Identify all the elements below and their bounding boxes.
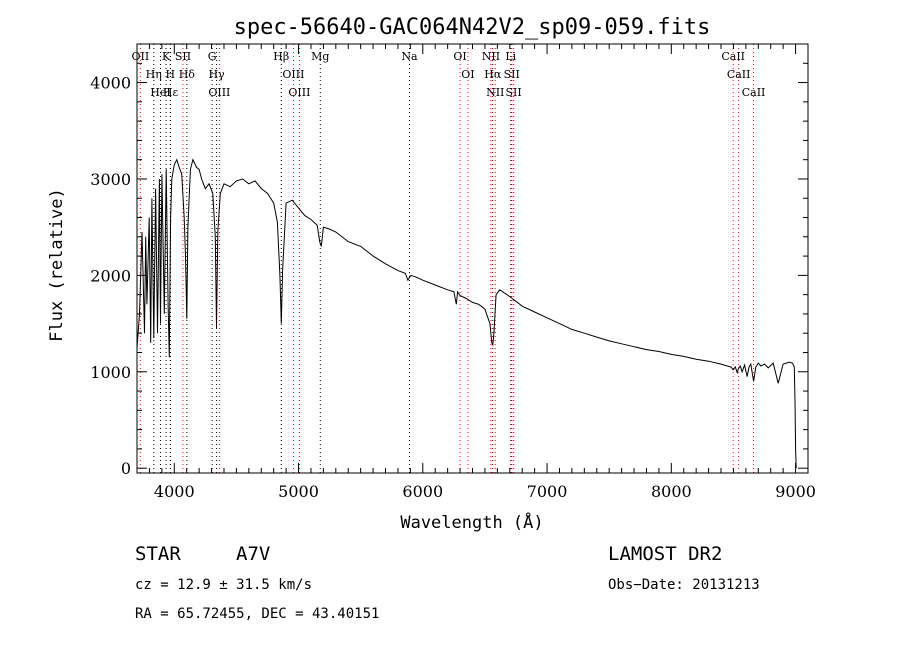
spectrum-series-line	[136, 158, 797, 469]
line-label-17: OI	[461, 68, 474, 81]
axis-ticks	[136, 43, 809, 473]
x-tick-label: 7000	[527, 482, 568, 501]
x-tick-label: 6000	[402, 482, 443, 501]
line-label-19: NII	[482, 50, 500, 63]
y-tick-label: 3000	[90, 170, 131, 189]
line-label-15: Na	[401, 50, 418, 63]
y-tick-label: 1000	[90, 363, 131, 382]
line-label-20: NII	[486, 86, 504, 99]
plot-frame	[136, 43, 809, 474]
line-label-3: OII	[131, 50, 149, 63]
line-label-12: OIII	[282, 68, 304, 81]
y-tick-label: 2000	[90, 266, 131, 285]
object-subclass: A7V	[236, 543, 271, 565]
object-class: STAR	[135, 543, 181, 565]
x-tick-label: 9000	[775, 482, 816, 501]
line-label-4: Hη	[146, 68, 162, 81]
line-label-13: OIII	[288, 86, 310, 99]
line-label-2: Hε	[163, 86, 179, 99]
line-label-16: OI	[453, 50, 466, 63]
chart-title: spec-56640-GAC064N42V2_sp09-059.fits	[234, 15, 711, 40]
spectral-line-labels: OII Hη HeI KH Hε SII Hδ G Hγ OIII Hβ OIII OIII Mg Na OI…	[131, 50, 765, 99]
line-label-1: K	[162, 50, 171, 63]
observation-date: Obs−Date: 20131213	[608, 577, 760, 593]
line-label-6: SII	[175, 50, 191, 63]
x-tick-label: 5000	[278, 482, 319, 501]
x-tick-label: 4000	[154, 482, 195, 501]
coordinates: RA = 65.72455, DEC = 43.40151	[135, 606, 380, 622]
line-label-24: CaII	[721, 50, 745, 63]
line-label-8: OIII	[208, 86, 230, 99]
line-label-9: Hγ	[208, 68, 225, 81]
line-label-0: Hδ	[179, 68, 196, 81]
line-label-11: Hβ	[273, 50, 289, 63]
line-label-21: SII	[504, 68, 520, 81]
line-label-5: HeI	[150, 86, 170, 99]
redshift-cz: cz = 12.9 ± 31.5 km/s	[135, 577, 313, 593]
line-label-10: G	[208, 50, 217, 63]
line-label-18: Hα	[484, 68, 502, 81]
line-label-14: Mg	[311, 50, 329, 63]
line-label-22: SII	[506, 86, 522, 99]
spectral-line-markers	[139, 44, 755, 473]
y-tick-label: 4000	[90, 74, 131, 93]
line-label-26: CaII	[742, 86, 766, 99]
line-label-7: H	[166, 68, 176, 81]
x-tick-label: 8000	[651, 482, 692, 501]
survey-name: LAMOST DR2	[608, 543, 723, 565]
x-axis-label: Wavelength (Å)	[400, 511, 543, 533]
y-tick-label: 0	[121, 459, 131, 478]
axis-tick-labels: 4000 5000 6000 7000 8000 9000 0 1000 2000 3000 400…	[90, 74, 816, 501]
y-axis-label: Flux (relative)	[47, 188, 67, 342]
spectrum-chart: spec-56640-GAC064N42V2_sp09-059.fits OII…	[47, 15, 816, 533]
line-label-25: CaII	[727, 68, 751, 81]
line-label-23: Li	[505, 50, 516, 63]
